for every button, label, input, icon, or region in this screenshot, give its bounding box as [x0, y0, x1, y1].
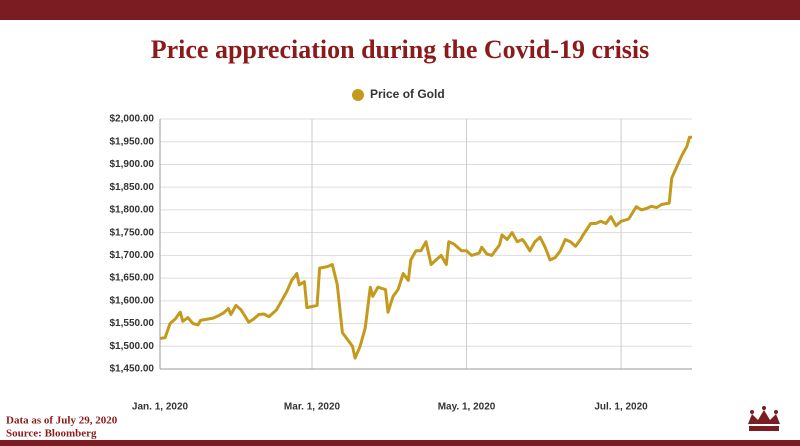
legend-label: Price of Gold [370, 87, 445, 101]
y-tick-label: $1,750.00 [110, 227, 155, 238]
y-tick-label: $1,700.00 [110, 250, 155, 261]
line-series [159, 135, 692, 360]
y-tick-label: $1,800.00 [110, 205, 155, 216]
y-tick-label: $1,600.00 [110, 295, 155, 306]
y-tick-label: $1,850.00 [110, 182, 155, 193]
note: Data as of July 29, 2020 [6, 415, 118, 427]
x-tick-label: Mar. 1, 2020 [284, 402, 341, 413]
x-tick-label: May. 1, 2020 [438, 402, 496, 413]
x-tick-label: Jul. 1, 2020 [594, 402, 648, 413]
y-tick-label: $2,000.00 [110, 114, 155, 125]
y-tick-label: $1,900.00 [110, 159, 155, 170]
chart-title: Price appreciation during the Covid-19 c… [151, 35, 650, 64]
y-tick-label: $1,450.00 [110, 364, 155, 375]
y-tick-label: $1,950.00 [110, 136, 155, 147]
x-tick-label: Jan. 1, 2020 [132, 402, 189, 413]
y-tick-label: $1,550.00 [110, 318, 155, 329]
top-band [0, 0, 800, 20]
legend-swatch [352, 89, 364, 101]
y-tick-label: $1,650.00 [110, 273, 155, 284]
bottom-band [0, 440, 800, 446]
y-tick-label: $1,500.00 [110, 341, 155, 352]
note: Source: Bloomberg [6, 428, 97, 440]
crown-logo [748, 406, 780, 431]
